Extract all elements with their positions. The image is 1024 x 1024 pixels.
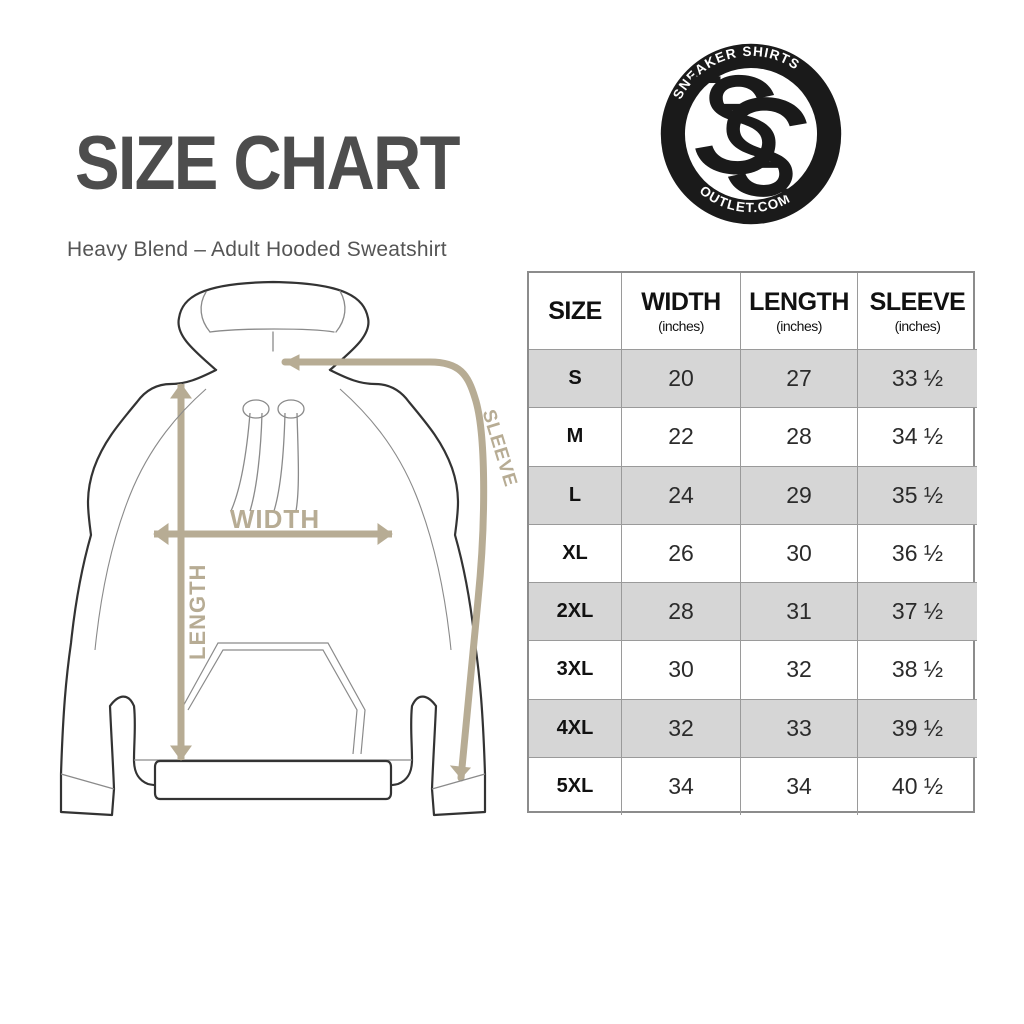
svg-text:LENGTH: LENGTH: [185, 564, 210, 660]
svg-text:WIDTH: WIDTH: [230, 504, 320, 534]
